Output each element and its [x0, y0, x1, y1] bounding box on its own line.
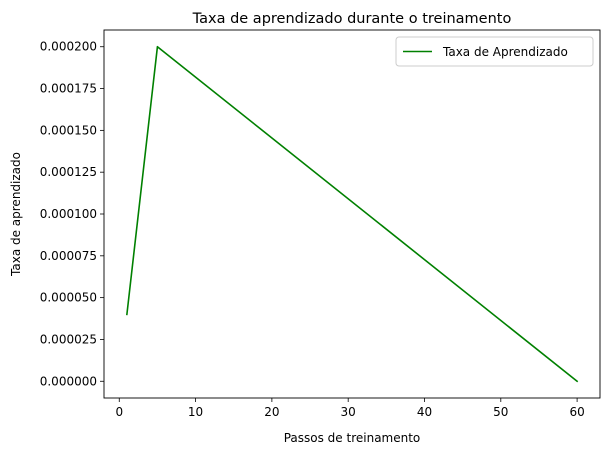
- y-tick-label: 0.000025: [40, 332, 97, 346]
- legend-label: Taxa de Aprendizado: [442, 45, 568, 59]
- y-tick-label: 0.000175: [40, 82, 97, 96]
- x-tick-label: 60: [569, 405, 584, 419]
- x-axis-title: Passos de treinamento: [284, 431, 421, 445]
- y-tick-label: 0.000050: [40, 291, 97, 305]
- x-tick-label: 50: [493, 405, 508, 419]
- x-tick-label: 20: [264, 405, 279, 419]
- x-tick-label: 30: [341, 405, 356, 419]
- y-tick-label: 0.000000: [40, 374, 97, 388]
- x-tick-label: 10: [188, 405, 203, 419]
- y-tick-label: 0.000100: [40, 207, 97, 221]
- plot-frame: [103, 29, 601, 399]
- legend-box: [395, 36, 594, 67]
- y-axis-title: Taxa de aprendizado: [9, 152, 23, 277]
- y-tick-label: 0.000075: [40, 249, 97, 263]
- x-tick-label: 0: [115, 405, 123, 419]
- series-layer: [126, 45, 579, 383]
- x-tick-label: 40: [417, 405, 432, 419]
- x-axis: 0 10 20 30 40 50 60: [115, 398, 585, 419]
- legend: Taxa de Aprendizado: [395, 36, 594, 67]
- plot-area: [104, 30, 600, 398]
- y-axis: 0.000000 0.000025 0.000050 0.000075 0.000100…: [40, 40, 104, 388]
- chart-title: Taxa de aprendizado durante o treinament…: [192, 11, 512, 27]
- y-tick-label: 0.000200: [40, 40, 97, 54]
- y-tick-label: 0.000150: [40, 123, 97, 137]
- y-tick-label: 0.000125: [40, 165, 97, 179]
- series-line: [126, 45, 579, 383]
